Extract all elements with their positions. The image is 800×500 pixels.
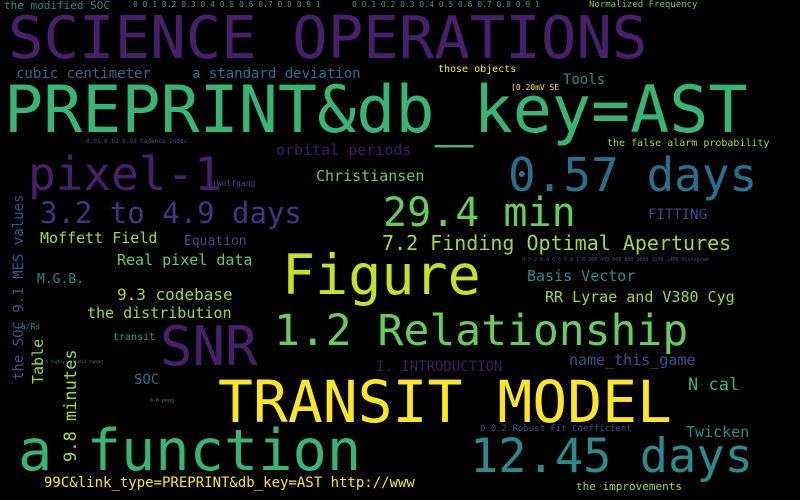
word-those-objects: those objects [438,64,517,75]
word-axis-ticks-b: 0 0.1 0.2 0.3 0.4 0.5 0.6 0.7 0.8 0.9 1 [352,0,540,9]
word-pong: 0.0 pong [150,398,175,404]
word-wolfgang: (Wolfgang [212,179,256,188]
word-modified-soc: the modified SOC [4,0,110,12]
word-false-alarm: the false alarm probability [607,138,770,149]
word-days-057: 0.57 days [508,148,758,202]
word-highly-variable: 0.4 A highly variable target [36,359,104,364]
word-relationship: 1.2 Relationship [274,306,689,356]
word-codebase: 9.3 codebase [117,285,233,304]
word-cadence-index: 0.01 0.02 0.03 Cadence Index [86,138,188,145]
word-twicken: Twicken [686,423,750,441]
word-soc: SOC [134,372,160,388]
word-name-game: name_this_game [569,351,696,369]
word-figure: Figure [282,243,481,307]
word-introduction: I. INTRODUCTION [376,359,503,375]
word-basis-vector: Basis Vector [527,267,636,285]
word-minutes-vertical: 9.8 minutes [61,349,81,462]
word-mgb: M.G.B. [37,272,84,287]
word-fitting: FITTING [648,207,708,223]
word-orbital-periods: orbital periods [276,141,412,159]
word-table-vertical: Table [29,338,47,384]
word-rr-lyrae: RR Lyrae and V380 Cyg [545,288,735,306]
word-a-rs: (a/Rs [16,322,41,331]
word-days-1245: 12.45 days [470,429,753,484]
word-tools: Tools [563,72,606,88]
word-normalized-frequency: Normalized Frequency [589,0,698,10]
word-a-function: a function [18,418,362,484]
word-axis-ticks-a: 0 0.1 0.2 0.3 0.4 0.5 0.6 0.7 0.8 0.9 1 [133,0,321,9]
word-robust-fit: 0 0.2 Robust Fit Coefficient [480,424,632,434]
word-improvements: the improvements [576,480,682,493]
word-min-294: 29.4 min [383,190,576,236]
word-distribution: the distribution [87,304,232,322]
word-n-cal: N cal [688,375,740,395]
word-real-pixel: Real pixel data [117,251,253,269]
word-transit: transit [113,332,156,343]
word-days-range: 3.2 to 4.9 days [40,196,302,230]
word-moffett: Moffett Field [40,229,158,247]
word-preprint: PREPRINT&db_key=AST [4,73,748,148]
word-histogram-ticks: 0 0.2 0.4 0.6 0.8 1 0 200 400 600 800 10… [522,257,709,263]
word-christiansen: Christiansen [316,167,425,185]
word-soc-mes-vertical: the SOC 9.1 MES values [11,194,27,380]
word-snr: SNR [160,315,258,378]
word-mv-se: (0.20mV SE [511,83,560,92]
word-link-type: 99C&link_type=PREPRINT&db_key=AST http:/… [44,475,415,491]
word-finding-apertures: 7.2 Finding Optimal Apertures [382,231,732,255]
word-equation: Equation [184,234,247,249]
word-standard-deviation: a standard deviation [192,66,361,82]
word-pixel-1: pixel-1 [28,147,222,201]
word-transit-model: TRANSIT MODEL [218,368,672,436]
word-cubic-centimeter: cubic centimeter [16,66,151,82]
word-science-operations: SCIENCE OPERATIONS [8,3,648,72]
